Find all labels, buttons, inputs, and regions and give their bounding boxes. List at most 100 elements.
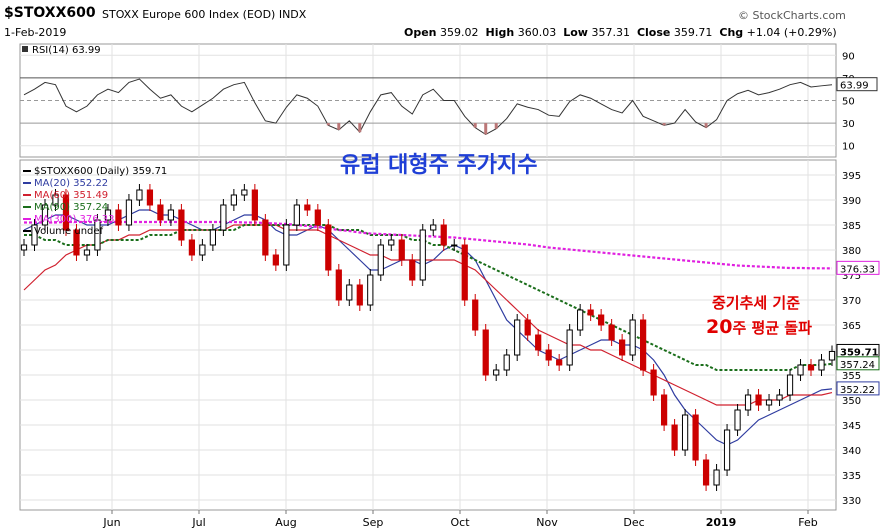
y-tick-label: 345 [842,421,861,432]
price-candle [430,224,437,231]
x-tick-label: 2019 [706,516,737,529]
price-candle [734,409,741,431]
price-candle [125,199,133,226]
price-candle [702,459,710,486]
price-candle [94,219,101,251]
price-candle [314,209,321,226]
y-tick-label: 335 [842,471,861,482]
price-candle [797,364,804,376]
rsi-tick-label: 50 [842,97,855,108]
price-candle [692,414,699,461]
x-tick-label: Feb [798,516,817,529]
ohlc-readout: Open 359.02 High 360.03 Low 357.31 Close… [404,26,837,39]
rsi-tick-label: 90 [842,51,855,62]
legend-item: Volume undef [34,226,104,237]
y-tick-label: 340 [842,446,861,457]
price-candle [304,204,311,211]
overlay-title: 유럽 대형주 주가지수 [340,153,537,178]
legend-item: MA(60) 351.49 [34,190,108,201]
x-tick-label: Nov [536,516,558,529]
rsi-legend-label: RSI(14) 63.99 [32,45,101,56]
price-candle [136,189,143,201]
annotation-line1: 중기추세 기준 [712,294,800,312]
ma60-line [23,224,833,406]
open-value: 359.02 [440,26,479,39]
y-tick-label: 365 [842,321,861,332]
price-candle [514,319,521,356]
rsi-legend-swatch [22,46,28,52]
legend-item: MA(20) 352.22 [34,178,108,189]
chg-value: +1.04 (+0.29%) [746,26,837,39]
index-name: STOXX Europe 600 Index (EOD) INDX [102,8,307,21]
value-tag: 359.71 [840,347,879,358]
copyright-link[interactable]: © StockCharts.com [738,9,846,22]
price-candle [104,209,112,221]
price-candle [335,269,342,301]
price-candle [31,224,38,246]
close-label: Close [636,26,671,39]
value-tag: 357.24 [840,360,875,371]
price-candle [388,239,395,246]
price-candle [41,204,49,226]
price-candle [577,309,584,331]
price-candle [640,319,647,371]
y-tick-label: 350 [842,396,861,407]
x-axis: Jun Jul Aug Sep Oct Nov Dec 2019 Feb [102,510,818,529]
price-candle [535,334,542,351]
price-candle [461,244,468,301]
price-candle [115,209,122,226]
price-candle [472,299,479,331]
rsi-tick-label: 30 [842,119,855,130]
value-tag: 376.33 [840,264,875,275]
value-tag-box [836,356,880,371]
y-tick-label: 370 [842,296,861,307]
price-candle [776,394,783,401]
price-candle [440,224,447,246]
y-tick-label: 385 [842,221,861,232]
y-tick-label: 395 [842,171,861,182]
x-tick-label: Jul [191,516,205,529]
price-candle [566,329,573,366]
y-tick-label: 375 [842,271,861,282]
rsi-line [23,78,833,135]
price-candle [493,369,500,376]
price-candle [650,369,657,396]
price-candle [293,204,300,226]
annotation-line2: 20주 평균 돌파 [706,316,812,338]
price-candle [765,399,773,406]
price-candle [744,394,752,411]
value-tag-box [836,381,880,396]
y-tick-label: 330 [842,496,861,507]
price-candle [220,204,227,231]
price-candle [356,284,363,306]
rsi-value-tag: 63.99 [840,81,869,92]
price-candle [524,319,531,336]
price-candle [713,469,720,486]
high-label: High [485,26,515,39]
x-tick-label: Aug [275,516,296,529]
price-candle [325,224,332,271]
close-value: 359.71 [673,26,713,39]
open-label: Open [404,26,437,39]
price-candle [377,244,384,276]
value-tag: 352.22 [840,385,875,396]
rsi-tick-label: 10 [842,142,855,153]
price-candle [199,244,206,256]
price-candle [503,354,510,371]
price-candle [272,254,279,266]
annotation-rest: 주 평균 돌파 [732,319,812,337]
price-candle [209,229,216,246]
x-tick-label: Oct [450,516,470,529]
price-candle [409,259,416,281]
price-candle [818,359,825,371]
price-candle [660,394,668,426]
price-candle [671,424,678,451]
price-candle [419,229,426,281]
annotation-number: 20 [706,316,732,338]
price-candle [283,224,290,266]
price-candle [146,189,154,206]
legend-item: MA(300) 376.33 [34,214,115,225]
price-candle [681,414,689,451]
